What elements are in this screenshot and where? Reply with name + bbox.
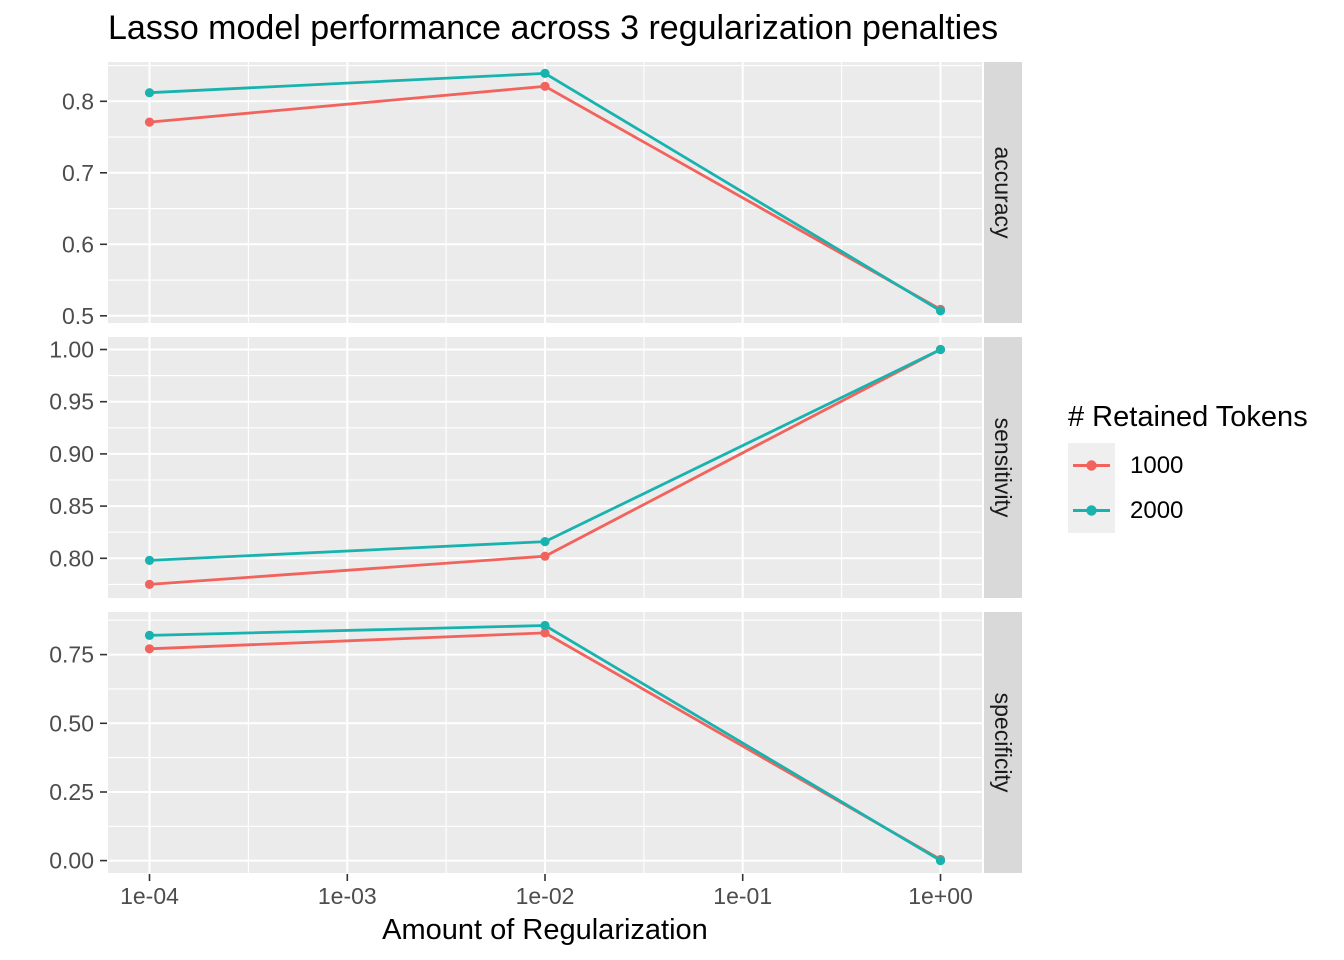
legend-key-swatch <box>1068 443 1115 488</box>
y-tick-label: 0.8 <box>62 88 94 114</box>
legend-key-glyph <box>1073 460 1110 471</box>
data-point-1000 <box>144 579 155 590</box>
y-tick-label: 0.00 <box>49 848 94 874</box>
y-tick-label: 0.25 <box>49 779 94 805</box>
facet-strip-specificity <box>984 612 1022 873</box>
data-point-2000 <box>144 555 155 566</box>
x-tick-label: 1e-02 <box>516 883 575 909</box>
y-tick-label: 0.6 <box>62 231 94 257</box>
data-point-2000 <box>540 537 550 547</box>
legend: # Retained Tokens 1000 2000 <box>1068 400 1308 533</box>
facet-strip-label: sensitivity <box>990 418 1016 518</box>
data-point-2000 <box>540 620 550 631</box>
data-point-1000 <box>540 81 550 91</box>
legend-entries: 1000 2000 <box>1068 443 1308 533</box>
y-tick-label: 1.00 <box>49 337 94 363</box>
facet-strip-label: specificity <box>990 693 1016 793</box>
data-point-1000 <box>144 644 155 654</box>
data-point-2000 <box>144 88 155 98</box>
data-point-2000 <box>144 630 155 641</box>
chart-title: Lasso model performance across 3 regular… <box>108 9 999 47</box>
data-point-2000 <box>935 856 946 866</box>
data-point-1000 <box>540 551 550 561</box>
data-point-2000 <box>540 68 550 78</box>
data-point-2000 <box>935 306 946 316</box>
data-point-2000 <box>935 344 946 355</box>
facet-strip-sensitivity <box>984 337 1022 598</box>
data-point-1000 <box>144 117 155 127</box>
legend-entry-label: 2000 <box>1130 496 1184 524</box>
data-point-1000 <box>540 628 550 638</box>
legend-entry-2000: 2000 <box>1068 488 1308 533</box>
x-tick-label: 1e+00 <box>908 883 973 909</box>
legend-key-swatch <box>1068 488 1115 533</box>
y-tick-label: 0.85 <box>49 493 94 519</box>
x-tick-label: 1e-04 <box>120 883 179 909</box>
x-axis-title: Amount of Regularization <box>382 914 708 946</box>
facet-strip-label: accuracy <box>990 146 1016 239</box>
y-tick-label: 0.80 <box>49 545 94 571</box>
x-tick-label: 1e-03 <box>318 883 377 909</box>
legend-entry-1000: 1000 <box>1068 443 1308 488</box>
y-tick-label: 0.7 <box>62 160 94 186</box>
y-tick-label: 0.75 <box>49 642 94 668</box>
legend-entry-label: 1000 <box>1130 451 1184 479</box>
legend-key-glyph <box>1073 505 1110 516</box>
x-tick-label: 1e-01 <box>713 883 772 909</box>
facet-strip-accuracy <box>984 62 1022 323</box>
y-tick-label: 0.90 <box>49 441 94 467</box>
y-tick-label: 0.5 <box>62 303 94 329</box>
y-tick-label: 0.50 <box>49 710 94 736</box>
y-tick-label: 0.95 <box>49 389 94 415</box>
legend-title: # Retained Tokens <box>1068 401 1308 433</box>
